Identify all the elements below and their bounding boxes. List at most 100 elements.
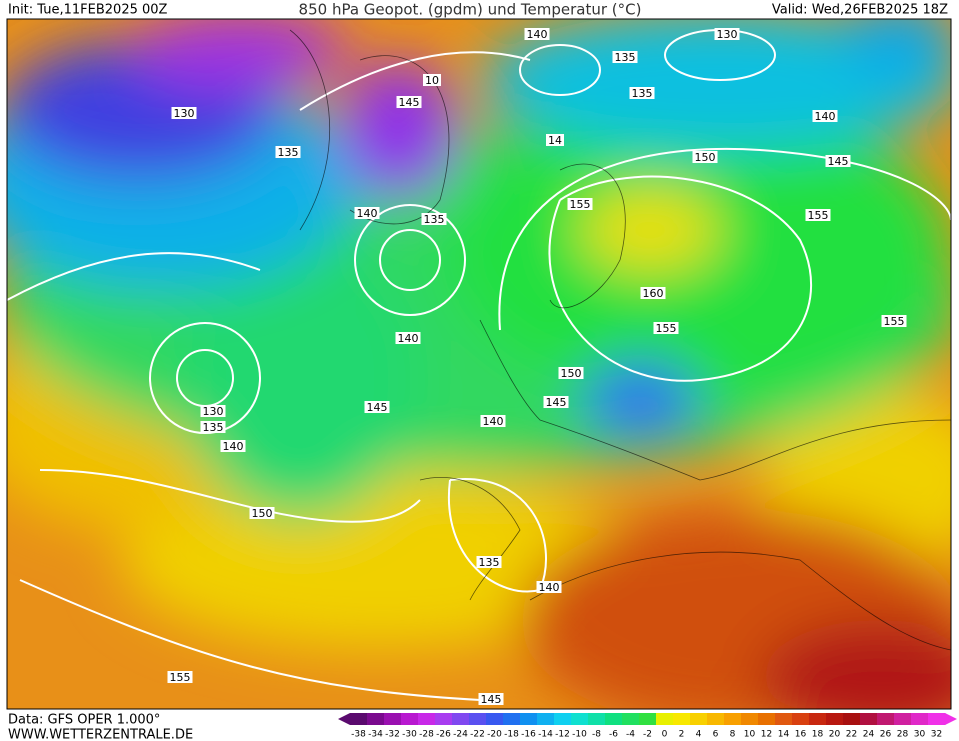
legend-label: 6 [713, 730, 719, 740]
legend-label: -2 [643, 730, 652, 740]
contour-label-box [524, 28, 550, 40]
legend-label: -16 [521, 730, 536, 740]
legend-label: 14 [778, 730, 790, 740]
contour-label: 135 [632, 87, 653, 100]
contour-label-box [546, 134, 564, 146]
website: WWW.WETTERZENTRALE.DE [8, 728, 193, 741]
legend-label: -14 [538, 730, 553, 740]
legend-label: -4 [626, 730, 635, 740]
legend-label: -18 [504, 730, 519, 740]
legend-label: 18 [812, 730, 824, 740]
legend-label: -34 [368, 730, 383, 740]
contour-label-box [543, 396, 569, 408]
legend-swatch [792, 713, 810, 725]
legend-swatch [537, 713, 555, 725]
legend-swatch [877, 713, 895, 725]
contour-labels: 140 135 130 135 10 145 130 135 14 150 140 145 155 155… [167, 28, 907, 706]
contour-label-box [825, 155, 851, 167]
legend-label: -22 [470, 730, 485, 740]
data-source: Data: GFS OPER 1.000° [8, 713, 160, 728]
legend-arrow-left [338, 713, 350, 725]
legend-swatch [605, 713, 623, 725]
contour-label-box [805, 209, 831, 221]
contour-label-box [354, 207, 380, 219]
legend-swatch [588, 713, 606, 725]
contour-label: 135 [615, 51, 636, 64]
contour-label: 130 [717, 28, 738, 41]
contour-label: 140 [815, 110, 836, 123]
contour-label: 150 [252, 507, 273, 520]
legend-label: 24 [863, 730, 875, 740]
legend-label: 2 [679, 730, 685, 740]
legend-swatch [401, 713, 419, 725]
contour-label: 155 [170, 671, 191, 684]
contour-label-box [812, 110, 838, 122]
legend-swatch [384, 713, 402, 725]
contour-label: 155 [656, 322, 677, 335]
contour-label-box [167, 671, 193, 683]
contour-label: 135 [203, 421, 224, 434]
contour-label-box [200, 421, 226, 433]
contour-label-box [421, 213, 447, 225]
legend-swatch [775, 713, 793, 725]
color-legend: -38 -34 -32 -30 -28 -26 -24 -22 -20 -18 -16 -14 -12-… [338, 713, 957, 740]
legend-label: 20 [829, 730, 841, 740]
contour-label: 130 [174, 107, 195, 120]
contour-label: 150 [695, 151, 716, 164]
contour-label-box [249, 507, 275, 519]
contour-label-box [567, 198, 593, 210]
legend-label: -38 [351, 730, 366, 740]
legend-label: -10 [572, 730, 587, 740]
contour-label: 145 [399, 96, 420, 109]
legend-label: -8 [592, 730, 601, 740]
legend-swatch [690, 713, 708, 725]
legend-swatch [673, 713, 691, 725]
legend-label: -20 [487, 730, 502, 740]
legend-label: 4 [696, 730, 702, 740]
legend-swatch [367, 713, 385, 725]
legend-swatch [843, 713, 861, 725]
legend-label: 12 [761, 730, 772, 740]
contour-label: 140 [223, 440, 244, 453]
legend-label: -28 [419, 730, 434, 740]
legend-swatch [469, 713, 487, 725]
legend-label: -24 [453, 730, 468, 740]
legend-swatch [707, 713, 725, 725]
legend-label: 10 [744, 730, 756, 740]
legend-swatch [911, 713, 929, 725]
contour-label: 135 [278, 146, 299, 159]
contour-label-box [364, 401, 390, 413]
contour-label: 140 [539, 581, 560, 594]
contour-label-box [692, 151, 718, 163]
contour-label: 135 [479, 556, 500, 569]
legend-swatch [418, 713, 436, 725]
contour-label-box [640, 287, 666, 299]
contour-label: 145 [828, 155, 849, 168]
coastlines [289, 29, 951, 651]
legend-swatch [503, 713, 521, 725]
contour-label: 140 [357, 207, 378, 220]
legend-label: 0 [662, 730, 668, 740]
legend-label: 30 [914, 730, 926, 740]
map-title: 850 hPa Geopot. (gpdm) und Temperatur (°… [299, 1, 642, 19]
contour-label-box [476, 556, 502, 568]
contour-label: 140 [398, 332, 419, 345]
legend-swatch [656, 713, 674, 725]
contour-label-box [612, 51, 638, 63]
contour-label: 145 [481, 693, 502, 706]
legend-label: -26 [436, 730, 451, 740]
contour-label: 155 [808, 209, 829, 222]
contour-label: 160 [643, 287, 664, 300]
contour-label: 155 [884, 315, 905, 328]
legend-label: 8 [730, 730, 736, 740]
legend-swatch [826, 713, 844, 725]
contour-label: 10 [425, 74, 439, 87]
contour-label-box [200, 405, 226, 417]
init-time: Init: Tue,11FEB2025 00Z [8, 3, 168, 18]
contour-label: 145 [367, 401, 388, 414]
contour-label: 14 [548, 134, 562, 147]
legend-label: 32 [931, 730, 942, 740]
legend-label: 26 [880, 730, 892, 740]
